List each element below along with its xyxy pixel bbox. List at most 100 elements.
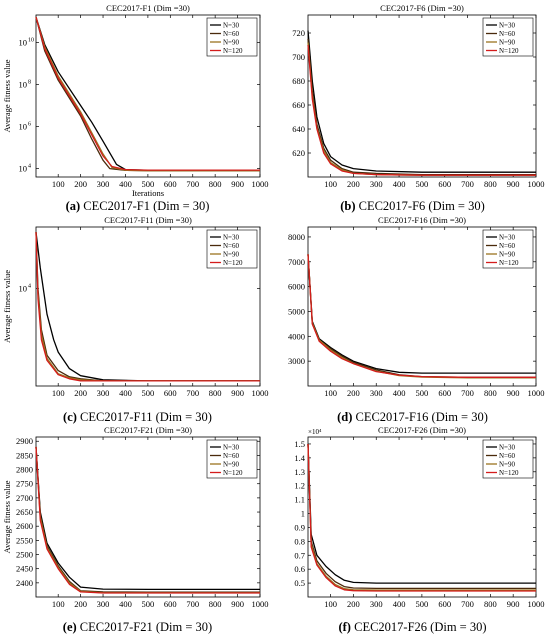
x-tick-label: 100 bbox=[324, 388, 337, 398]
x-tick-label: 400 bbox=[119, 179, 132, 189]
legend-label: N=30 bbox=[223, 22, 240, 30]
legend-label: N=90 bbox=[499, 251, 516, 259]
y-tick-label: 10 bbox=[19, 122, 28, 132]
x-tick-label: 700 bbox=[186, 388, 199, 398]
series-line bbox=[307, 443, 536, 584]
x-tick-label: 700 bbox=[461, 599, 474, 609]
y-tick-label: 8000 bbox=[288, 232, 305, 242]
y-tick-label: 1.1 bbox=[294, 495, 305, 505]
x-tick-label: 500 bbox=[142, 599, 155, 609]
legend-label: N=60 bbox=[223, 242, 240, 250]
legend-label: N=30 bbox=[499, 234, 516, 242]
caption-a: (a) CEC2017-F1 (Dim = 30) bbox=[65, 199, 210, 213]
x-tick-label: 1000 bbox=[528, 388, 545, 398]
y-tick-label: 10 bbox=[19, 37, 28, 47]
x-tick-label: 200 bbox=[74, 599, 87, 609]
chart-title: CEC2017-F16 (Dim =30) bbox=[378, 215, 466, 225]
y-tick-label: 0.5 bbox=[294, 578, 305, 588]
x-tick-label: 500 bbox=[416, 179, 429, 189]
x-tick-label: 800 bbox=[484, 388, 497, 398]
y-tick-label: 2600 bbox=[16, 521, 33, 531]
x-tick-label: 300 bbox=[97, 179, 110, 189]
caption-f: (f) CEC2017-F26 (Dim = 30) bbox=[338, 620, 487, 634]
legend-label: N=30 bbox=[223, 234, 240, 242]
y-tick-label: 700 bbox=[292, 52, 305, 62]
y-tick-label: 1.3 bbox=[294, 467, 305, 477]
legend-label: N=120 bbox=[223, 259, 243, 267]
x-tick-label: 100 bbox=[52, 179, 65, 189]
x-tick-label: 300 bbox=[370, 179, 383, 189]
series-line bbox=[307, 443, 536, 591]
chart-panel: CEC2017-F16 (Dim =30) 100 200 300 400 500 600 7… bbox=[288, 215, 545, 398]
x-tick-label: 100 bbox=[52, 599, 65, 609]
y-tick-label: 620 bbox=[292, 148, 305, 158]
y-tick-label: 4000 bbox=[288, 331, 305, 341]
legend-box bbox=[482, 229, 534, 269]
x-tick-label: 600 bbox=[164, 388, 177, 398]
y-tick-label: 5000 bbox=[288, 306, 305, 316]
y-tick-label: 640 bbox=[292, 124, 305, 134]
legend-label: N=30 bbox=[223, 444, 240, 452]
x-tick-label: 1000 bbox=[528, 599, 545, 609]
legend-label: N=120 bbox=[223, 469, 243, 477]
chart-panel: CEC2017-F1 (Dim =30) 100 200 300 400 500 600 70… bbox=[2, 3, 269, 198]
legend-box bbox=[482, 17, 534, 57]
y-tick-exponent: 8 bbox=[28, 79, 31, 85]
y-tick-exponent: 4 bbox=[28, 284, 31, 290]
series-line bbox=[35, 16, 260, 171]
x-tick-label: 900 bbox=[231, 599, 244, 609]
x-tick-label: 700 bbox=[461, 388, 474, 398]
legend-label: N=90 bbox=[223, 461, 240, 469]
series-line bbox=[307, 44, 536, 176]
y-tick-label: 2900 bbox=[16, 436, 33, 446]
x-tick-label: 600 bbox=[438, 179, 451, 189]
y-tick-label: 720 bbox=[292, 28, 305, 38]
y-tick-label: 680 bbox=[292, 76, 305, 86]
x-tick-label: 1000 bbox=[528, 179, 545, 189]
y-tick-exponent: 10 bbox=[28, 37, 34, 43]
legend-label: N=60 bbox=[223, 30, 240, 38]
x-tick-label: 100 bbox=[324, 599, 337, 609]
y-multiplier: ×10⁴ bbox=[308, 428, 322, 436]
caption-c: (c) CEC2017-F11 (Dim = 30) bbox=[63, 410, 212, 424]
chart-panel: CEC2017-F26 (Dim =30) 100 200 300 400 500 600 7… bbox=[294, 425, 544, 609]
legend-label: N=60 bbox=[499, 452, 516, 460]
y-tick-label: 0.8 bbox=[294, 536, 305, 546]
x-tick-label: 900 bbox=[231, 179, 244, 189]
legend-label: N=120 bbox=[499, 47, 519, 55]
chart-title: CEC2017-F21 (Dim =30) bbox=[104, 425, 192, 435]
x-tick-label: 200 bbox=[347, 599, 360, 609]
y-tick-label: 2800 bbox=[16, 465, 33, 475]
x-tick-label: 700 bbox=[461, 179, 474, 189]
chart-panel: CEC2017-F6 (Dim =30) 100 200 300 400 500 600 70… bbox=[292, 3, 544, 189]
x-tick-label: 200 bbox=[347, 388, 360, 398]
y-tick-label: 660 bbox=[292, 100, 305, 110]
x-tick-label: 900 bbox=[507, 599, 520, 609]
x-tick-label: 900 bbox=[231, 388, 244, 398]
y-tick-label: 1.4 bbox=[294, 453, 305, 463]
legend-label: N=60 bbox=[499, 242, 516, 250]
chart-panel: CEC2017-F21 (Dim =30) 100 200 300 400 500 600 7… bbox=[2, 425, 269, 609]
caption-d: (d) CEC2017-F16 (Dim = 30) bbox=[337, 410, 488, 424]
x-tick-label: 800 bbox=[209, 179, 222, 189]
x-tick-label: 300 bbox=[97, 599, 110, 609]
y-tick-label: 2450 bbox=[16, 564, 33, 574]
y-tick-label: 10 bbox=[19, 284, 28, 294]
y-tick-label: 2850 bbox=[16, 450, 33, 460]
x-tick-label: 1000 bbox=[252, 179, 269, 189]
x-tick-label: 400 bbox=[393, 388, 406, 398]
series-line bbox=[35, 446, 260, 594]
x-tick-label: 600 bbox=[164, 599, 177, 609]
y-tick-label: 10 bbox=[19, 79, 28, 89]
x-tick-label: 700 bbox=[186, 179, 199, 189]
x-tick-label: 500 bbox=[142, 388, 155, 398]
x-tick-label: 400 bbox=[393, 599, 406, 609]
x-tick-label: 800 bbox=[484, 179, 497, 189]
legend-label: N=60 bbox=[499, 30, 516, 38]
legend-label: N=90 bbox=[499, 461, 516, 469]
y-tick-label: 0.6 bbox=[294, 564, 305, 574]
x-tick-label: 300 bbox=[370, 388, 383, 398]
x-tick-label: 500 bbox=[416, 599, 429, 609]
series-line bbox=[307, 30, 536, 173]
